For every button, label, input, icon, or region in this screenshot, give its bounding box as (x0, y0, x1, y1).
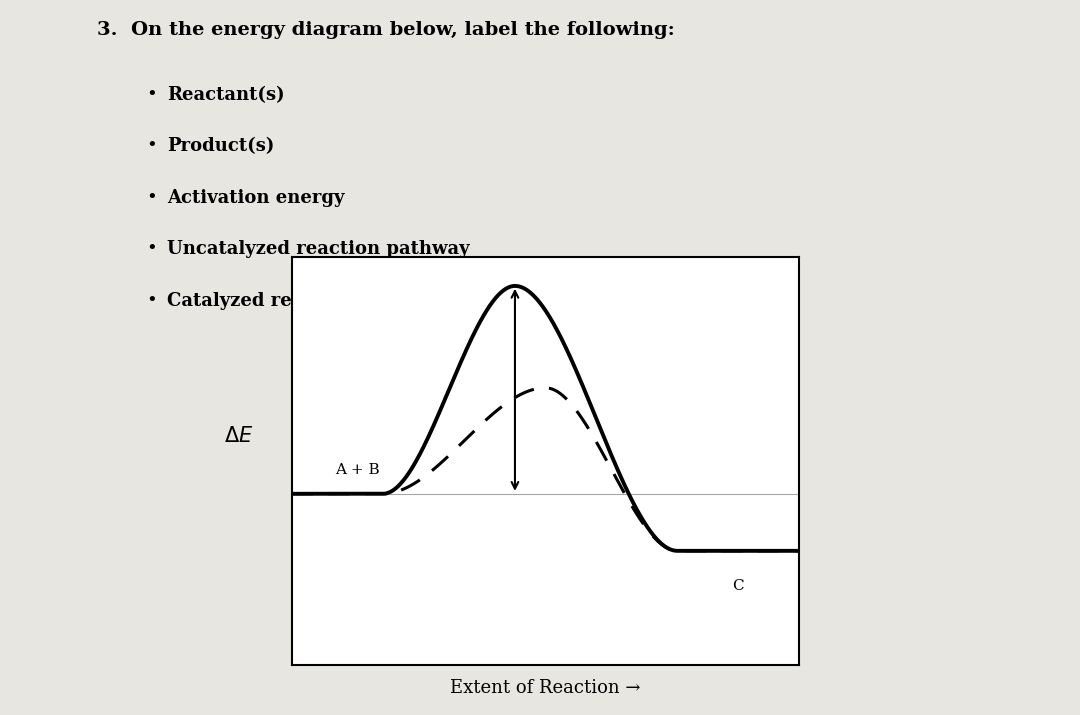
Text: C: C (732, 579, 744, 593)
Text: Extent of Reaction →: Extent of Reaction → (450, 679, 640, 697)
Text: Catalyzed reaction pathway: Catalyzed reaction pathway (167, 292, 445, 310)
Text: Product(s): Product(s) (167, 137, 274, 155)
Text: •: • (146, 189, 157, 207)
Text: 3.  On the energy diagram below, label the following:: 3. On the energy diagram below, label th… (97, 21, 675, 39)
Text: •: • (146, 86, 157, 104)
Text: A + B: A + B (335, 463, 380, 478)
Text: Uncatalyzed reaction pathway: Uncatalyzed reaction pathway (167, 240, 470, 258)
Text: Reactant(s): Reactant(s) (167, 86, 285, 104)
Text: $\Delta E$: $\Delta E$ (225, 426, 254, 446)
Text: •: • (146, 292, 157, 310)
Text: •: • (146, 137, 157, 155)
Text: Activation energy: Activation energy (167, 189, 345, 207)
Text: •: • (146, 240, 157, 258)
